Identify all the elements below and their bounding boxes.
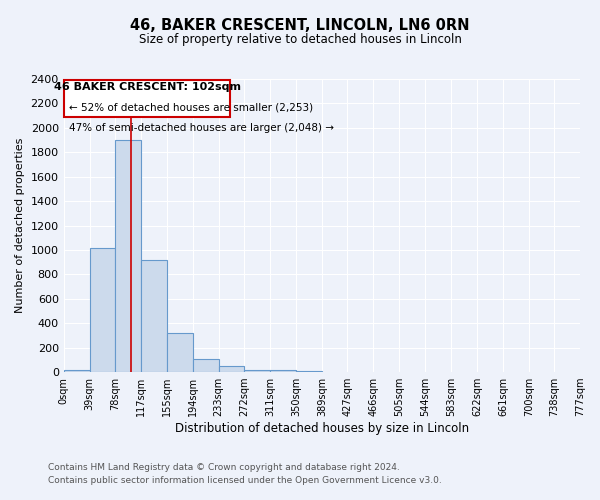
Y-axis label: Number of detached properties: Number of detached properties [15,138,25,313]
Bar [89,248,115,372]
Bar [64,370,89,372]
Bar [218,366,244,372]
Bar [167,333,193,372]
Text: Size of property relative to detached houses in Lincoln: Size of property relative to detached ho… [139,32,461,46]
Bar [271,370,296,372]
Text: Contains HM Land Registry data © Crown copyright and database right 2024.: Contains HM Land Registry data © Crown c… [48,464,400,472]
X-axis label: Distribution of detached houses by size in Lincoln: Distribution of detached houses by size … [175,422,469,435]
Text: 46 BAKER CRESCENT: 102sqm: 46 BAKER CRESCENT: 102sqm [53,82,241,92]
Bar [115,140,142,372]
Bar [193,360,218,372]
Bar [296,371,322,372]
FancyBboxPatch shape [64,80,230,117]
Bar [142,260,167,372]
Text: 47% of semi-detached houses are larger (2,048) →: 47% of semi-detached houses are larger (… [70,122,334,132]
Text: ← 52% of detached houses are smaller (2,253): ← 52% of detached houses are smaller (2,… [70,102,314,112]
Text: 46, BAKER CRESCENT, LINCOLN, LN6 0RN: 46, BAKER CRESCENT, LINCOLN, LN6 0RN [130,18,470,32]
Bar [244,370,271,372]
Text: Contains public sector information licensed under the Open Government Licence v3: Contains public sector information licen… [48,476,442,485]
